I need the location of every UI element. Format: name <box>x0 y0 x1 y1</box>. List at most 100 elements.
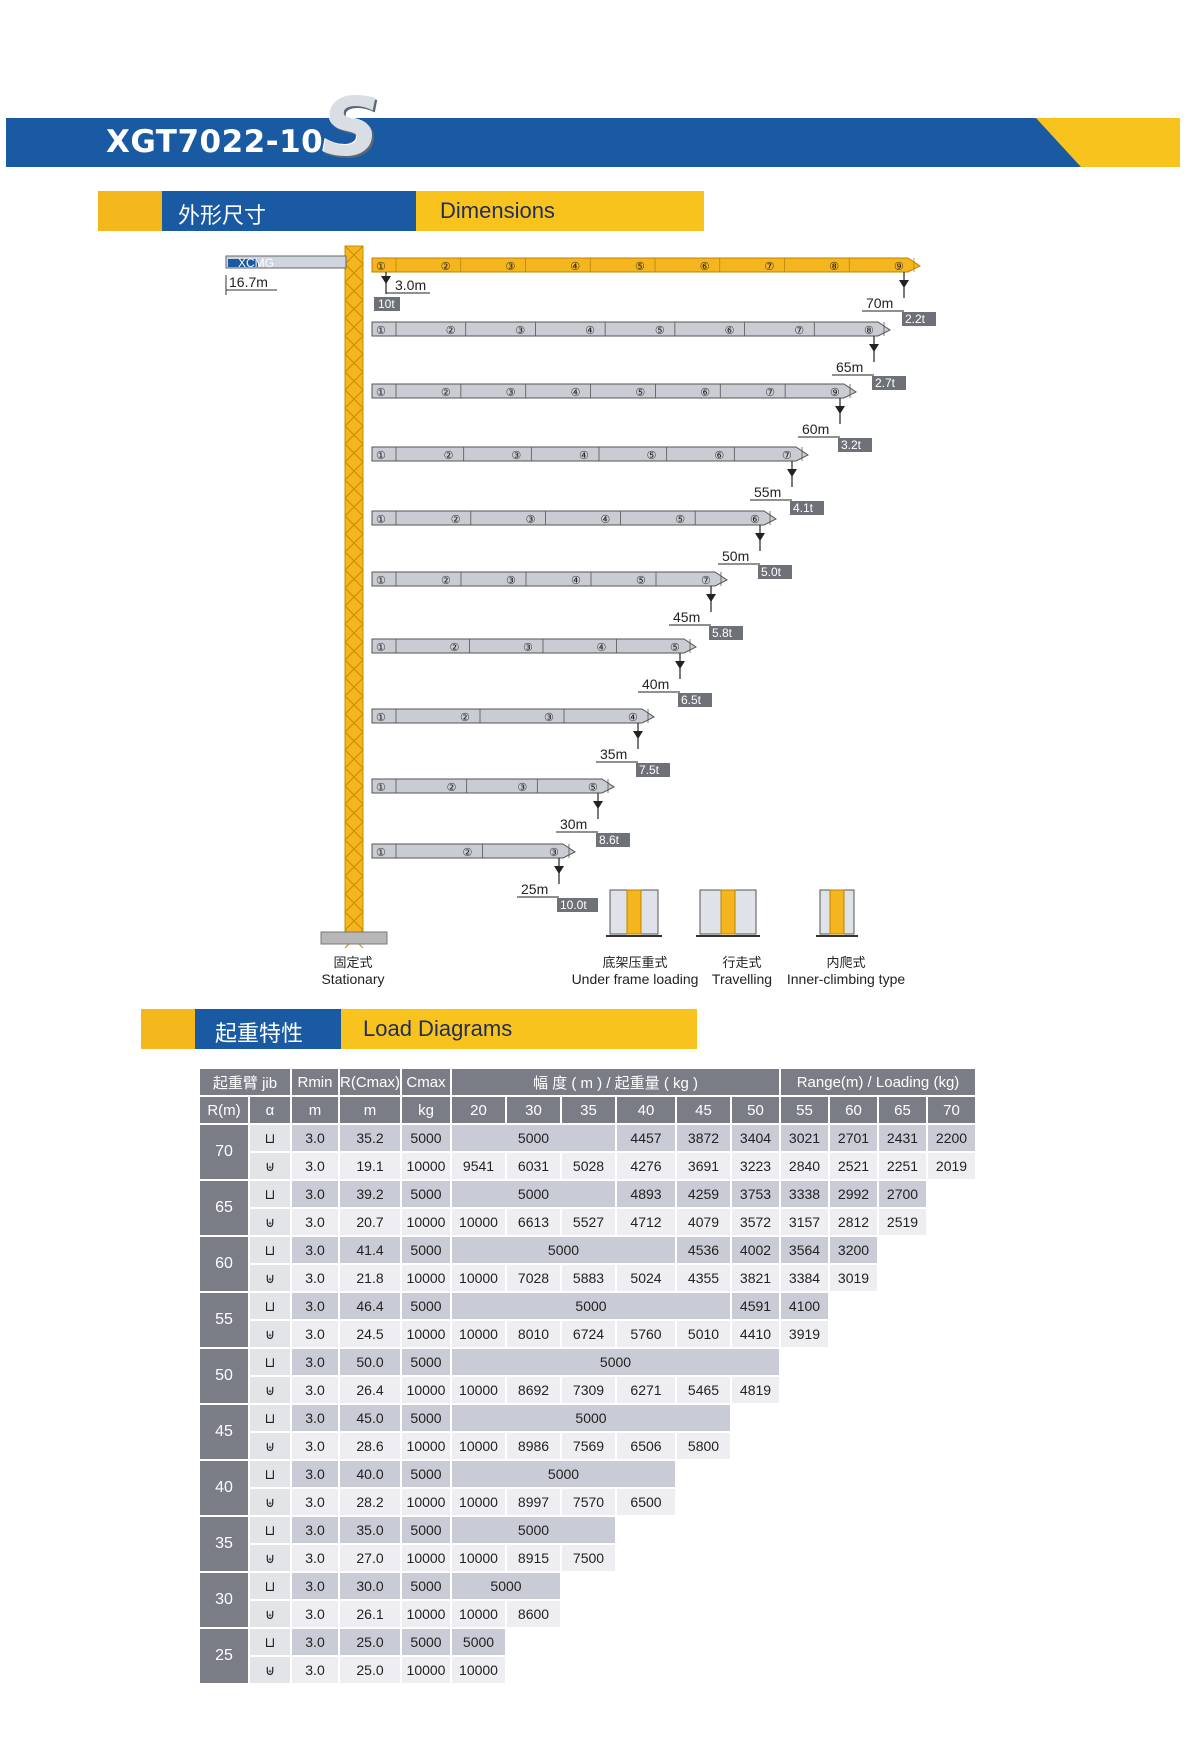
cmax-cell: 5000 <box>402 1181 450 1207</box>
jib-section-number: ② <box>441 387 451 399</box>
table-row: 25 ⊔ 3.0 25.0 5000 5000 <box>200 1629 975 1683</box>
load-badge <box>596 833 630 847</box>
header-cell: 40 <box>617 1097 675 1123</box>
table-row: ⊎ 3.0 27.0 10000 10000 8915 7500 <box>200 1545 975 1571</box>
jib-section-number: ② <box>444 450 454 462</box>
jib-section-number: ④ <box>628 712 638 724</box>
jib-section-number: ① <box>376 575 386 587</box>
table-row: 65 ⊔ 3.0 39.2 5000 5000 4893 4259 3753 3338 2992 27… <box>200 1181 975 1235</box>
cmax-cell: 10000 <box>402 1657 450 1683</box>
jib-length-cell: 45 <box>200 1405 248 1459</box>
load-cell: 5760 <box>617 1321 675 1347</box>
load-cell: 6506 <box>617 1433 675 1459</box>
header-cell: α <box>250 1097 290 1123</box>
load-cell: 3338 <box>781 1181 828 1207</box>
jib-length: 50m <box>722 548 749 564</box>
rc-cell: 39.2 <box>340 1181 400 1207</box>
jib-length: 65m <box>836 359 863 375</box>
load-cell: 3872 <box>677 1125 730 1151</box>
load-cell: 4079 <box>677 1209 730 1235</box>
load-cell: 2992 <box>830 1181 877 1207</box>
rmin-load-badge <box>374 297 400 311</box>
load-cell: 6271 <box>617 1377 675 1403</box>
load-cell: 8600 <box>507 1601 560 1627</box>
rmin-hook-icon <box>381 276 391 284</box>
empty-cell <box>928 1181 975 1207</box>
rc-cell: 28.6 <box>340 1433 400 1459</box>
header-rmin: Rmin <box>292 1069 338 1095</box>
rmin-cell: 3.0 <box>292 1517 338 1543</box>
jib-section-number: ⑤ <box>655 325 665 337</box>
table-row: ⊎ 3.0 21.8 10000 10000 7028 5883 5024 4355 3821 33… <box>200 1265 975 1291</box>
cmax-cell: 10000 <box>402 1321 450 1347</box>
load-cell: 7028 <box>507 1265 560 1291</box>
empty-cell <box>830 1293 975 1319</box>
jib-35m <box>371 708 655 724</box>
empty-cell <box>677 1461 975 1487</box>
rmin-cell: 3.0 <box>292 1153 338 1179</box>
table-row: 40 ⊔ 3.0 40.0 5000 5000 <box>200 1461 975 1515</box>
header-rc: R(Cmax) <box>340 1069 400 1095</box>
load-title-cn: 起重特性 <box>215 1022 304 1047</box>
load-cell: 2019 <box>928 1153 975 1179</box>
table-row: ⊎ 3.0 26.4 10000 10000 8692 7309 6271 5465 4819 <box>200 1377 975 1403</box>
header-cell: 65 <box>879 1097 926 1123</box>
cmax-cell: 10000 <box>402 1265 450 1291</box>
cmax-cell: 5000 <box>402 1405 450 1431</box>
counter-jib-length: 16.7m <box>229 274 268 290</box>
cmax-cell: 5000 <box>402 1293 450 1319</box>
jib-30m <box>371 778 615 794</box>
reeving-icon: ⊎ <box>250 1489 290 1515</box>
reeving-icon: ⊎ <box>250 1545 290 1571</box>
empty-cell <box>677 1489 975 1515</box>
jib-section-number: ④ <box>571 575 581 587</box>
table-row: ⊎ 3.0 28.2 10000 10000 8997 7570 6500 <box>200 1489 975 1515</box>
tip-load: 6.5t <box>681 693 702 707</box>
header-cmax: Cmax <box>402 1069 450 1095</box>
load-cell: 5000 <box>452 1405 730 1431</box>
load-cell: 5465 <box>677 1377 730 1403</box>
reeving-icon: ⊎ <box>250 1601 290 1627</box>
load-cell: 7570 <box>562 1489 615 1515</box>
brand-plate <box>228 259 258 267</box>
jib-section-number: ② <box>450 642 460 654</box>
jib-section-number: ④ <box>600 514 610 526</box>
jib-section-number: ② <box>463 847 473 859</box>
load-cell: 9541 <box>452 1153 505 1179</box>
tip-load: 5.8t <box>712 626 733 640</box>
rc-cell: 24.5 <box>340 1321 400 1347</box>
cmax-cell: 5000 <box>402 1573 450 1599</box>
jib-section-number: ⑥ <box>700 387 710 399</box>
load-badge <box>557 898 598 912</box>
jib-section-number: ⑥ <box>725 325 735 337</box>
tower-base <box>320 931 388 945</box>
jib-length-cell: 40 <box>200 1461 248 1515</box>
header-jib: 起重臂 jib <box>200 1069 290 1095</box>
load-cell: 4591 <box>732 1293 779 1319</box>
load-cell: 3919 <box>781 1321 828 1347</box>
load-cell: 2251 <box>879 1153 926 1179</box>
empty-cell <box>830 1321 975 1347</box>
header-cell: m <box>340 1097 400 1123</box>
load-cell: 10000 <box>452 1321 505 1347</box>
jib-length: 45m <box>673 609 700 625</box>
load-title-en: Load Diagrams <box>363 1016 513 1041</box>
rmin-cell: 3.0 <box>292 1125 338 1151</box>
cmax-cell: 10000 <box>402 1545 450 1571</box>
base-type-label-en: Inner-climbing type <box>787 971 905 987</box>
table-row: 60 ⊔ 3.0 41.4 5000 5000 4536 4002 3564 3200 <box>200 1237 975 1291</box>
table-row: ⊎ 3.0 26.1 10000 10000 8600 <box>200 1601 975 1627</box>
header-cell: 60 <box>830 1097 877 1123</box>
jib-length: 70m <box>866 295 893 311</box>
load-cell: 8692 <box>507 1377 560 1403</box>
empty-cell <box>732 1433 975 1459</box>
cmax-cell: 5000 <box>402 1517 450 1543</box>
jib-section-number: ⑨ <box>894 261 904 273</box>
jib-length: 30m <box>560 816 587 832</box>
rmin-cell: 3.0 <box>292 1545 338 1571</box>
rc-cell: 26.1 <box>340 1601 400 1627</box>
header-cell: 45 <box>677 1097 730 1123</box>
jib-section-number: ③ <box>506 261 516 273</box>
rmin-cell: 3.0 <box>292 1433 338 1459</box>
empty-cell <box>781 1349 975 1375</box>
